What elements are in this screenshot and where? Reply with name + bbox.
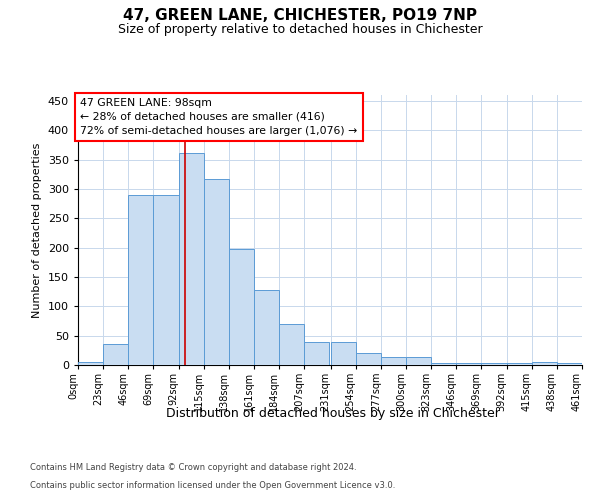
Text: Size of property relative to detached houses in Chichester: Size of property relative to detached ho… (118, 22, 482, 36)
Bar (406, 358, 431, 365)
Text: Contains public sector information licensed under the Open Government Licence v3: Contains public sector information licen… (30, 481, 395, 490)
Bar (304, 342, 329, 365)
Text: 47 GREEN LANE: 98sqm
← 28% of detached houses are smaller (416)
72% of semi-deta: 47 GREEN LANE: 98sqm ← 28% of detached h… (80, 98, 358, 136)
Bar (481, 363, 506, 365)
Bar (456, 363, 481, 365)
Bar (254, 290, 279, 365)
Text: Distribution of detached houses by size in Chichester: Distribution of detached houses by size … (166, 408, 500, 420)
Bar (431, 363, 456, 365)
Bar (229, 250, 254, 365)
Bar (204, 179, 229, 365)
Text: 47, GREEN LANE, CHICHESTER, PO19 7NP: 47, GREEN LANE, CHICHESTER, PO19 7NP (123, 8, 477, 22)
Text: Contains HM Land Registry data © Crown copyright and database right 2024.: Contains HM Land Registry data © Crown c… (30, 464, 356, 472)
Bar (128, 195, 154, 365)
Bar (532, 362, 557, 365)
Bar (103, 344, 128, 365)
Bar (331, 342, 356, 365)
Bar (179, 152, 204, 365)
Bar (557, 363, 582, 365)
Bar (381, 358, 406, 365)
Bar (78, 362, 103, 365)
Y-axis label: Number of detached properties: Number of detached properties (32, 142, 42, 318)
Bar (506, 363, 532, 365)
Bar (356, 354, 381, 365)
Bar (279, 324, 304, 365)
Bar (154, 195, 179, 365)
